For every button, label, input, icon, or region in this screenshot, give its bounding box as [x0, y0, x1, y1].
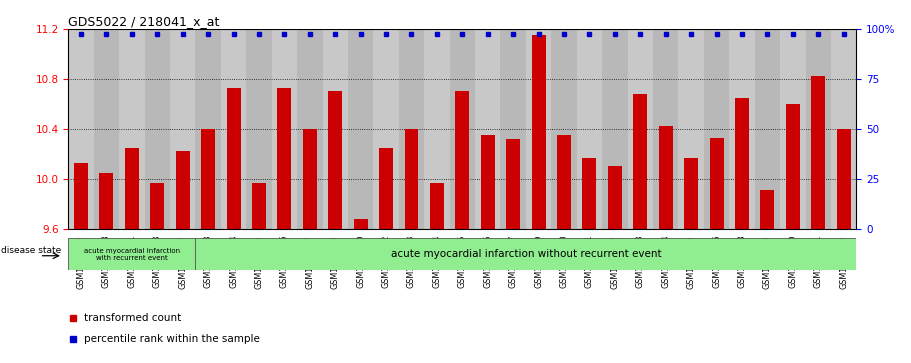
Bar: [679, 29, 704, 229]
Bar: [653, 29, 679, 229]
Bar: [602, 29, 628, 229]
Bar: [633, 94, 647, 229]
Bar: [761, 190, 774, 229]
Bar: [196, 29, 220, 229]
Bar: [780, 29, 805, 229]
Bar: [220, 29, 246, 229]
Bar: [425, 29, 450, 229]
Bar: [735, 98, 749, 229]
Text: transformed count: transformed count: [84, 313, 181, 323]
Bar: [811, 77, 825, 229]
Text: GDS5022 / 218041_x_at: GDS5022 / 218041_x_at: [68, 15, 220, 28]
Bar: [99, 172, 114, 229]
Bar: [551, 29, 577, 229]
Bar: [399, 29, 425, 229]
Bar: [582, 158, 597, 229]
Bar: [704, 29, 729, 229]
Bar: [532, 35, 546, 229]
Text: acute myocardial infarction
with recurrent event: acute myocardial infarction with recurre…: [84, 248, 180, 261]
Bar: [119, 29, 145, 229]
Bar: [302, 129, 317, 229]
Bar: [430, 183, 444, 229]
Bar: [74, 163, 88, 229]
Bar: [246, 29, 271, 229]
Bar: [374, 29, 399, 229]
Bar: [836, 129, 851, 229]
Bar: [68, 238, 196, 270]
Bar: [201, 129, 215, 229]
Bar: [684, 158, 698, 229]
Bar: [659, 126, 672, 229]
Bar: [500, 29, 526, 229]
Bar: [507, 139, 520, 229]
Bar: [481, 135, 495, 229]
Bar: [786, 104, 800, 229]
Bar: [145, 29, 170, 229]
Bar: [831, 29, 856, 229]
Bar: [227, 88, 241, 229]
Bar: [176, 151, 189, 229]
Bar: [68, 29, 94, 229]
Bar: [379, 148, 393, 229]
Bar: [348, 29, 374, 229]
Bar: [729, 29, 754, 229]
Bar: [456, 91, 469, 229]
Bar: [150, 183, 164, 229]
Bar: [450, 29, 475, 229]
Bar: [805, 29, 831, 229]
Text: acute myocardial infarction without recurrent event: acute myocardial infarction without recu…: [391, 249, 661, 259]
Bar: [170, 29, 196, 229]
Bar: [710, 138, 723, 229]
Bar: [297, 29, 322, 229]
Bar: [271, 29, 297, 229]
Bar: [125, 148, 138, 229]
Bar: [328, 91, 343, 229]
Bar: [278, 88, 292, 229]
Bar: [577, 29, 602, 229]
Bar: [252, 183, 266, 229]
Bar: [608, 166, 622, 229]
Bar: [196, 238, 856, 270]
Bar: [628, 29, 653, 229]
Bar: [404, 129, 418, 229]
Bar: [475, 29, 500, 229]
Bar: [754, 29, 780, 229]
Bar: [322, 29, 348, 229]
Bar: [353, 219, 368, 229]
Text: percentile rank within the sample: percentile rank within the sample: [84, 334, 261, 344]
Text: disease state: disease state: [2, 246, 62, 255]
Bar: [557, 135, 571, 229]
Bar: [526, 29, 551, 229]
Bar: [94, 29, 119, 229]
